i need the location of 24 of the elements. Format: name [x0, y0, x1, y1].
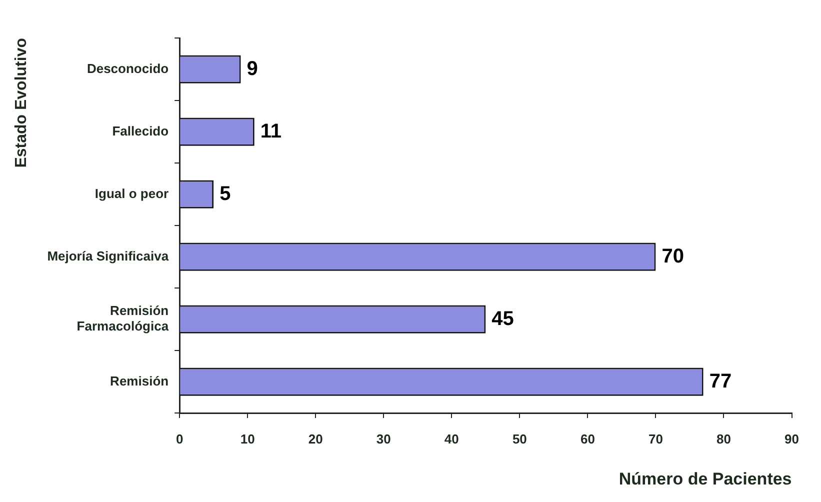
x-axis-title: Número de Pacientes: [618, 469, 792, 488]
x-tick-label: 30: [376, 431, 391, 446]
y-tick-label: Remisión Farmacológica: [76, 303, 170, 334]
y-tick-label: Mejoría Significaiva: [47, 248, 170, 264]
y-tick-label: Igual o peor: [94, 186, 169, 201]
data-label: 77: [709, 370, 732, 392]
data-label: 9: [246, 58, 258, 80]
data-label: 45: [492, 308, 514, 330]
data-label: 70: [662, 245, 684, 268]
x-tick-label: 70: [648, 431, 663, 446]
y-axis-title: Estado Evolutivo: [13, 38, 30, 168]
data-label: 5: [220, 182, 231, 205]
x-tick-label: 60: [580, 431, 595, 446]
x-tick-label: 50: [512, 431, 527, 446]
x-tick-label: 20: [308, 431, 323, 446]
y-tick-label: Remisión: [110, 373, 169, 388]
x-tick-label: 40: [444, 431, 459, 446]
x-tick-label: 0: [176, 431, 184, 446]
x-tick-label: 10: [240, 431, 255, 446]
data-label: 11: [260, 120, 282, 142]
y-tick-label: Desconocido: [86, 60, 169, 76]
y-tick-label: Fallecido: [112, 123, 169, 138]
x-tick-label: 90: [784, 431, 800, 446]
x-tick-label: 80: [716, 431, 731, 446]
